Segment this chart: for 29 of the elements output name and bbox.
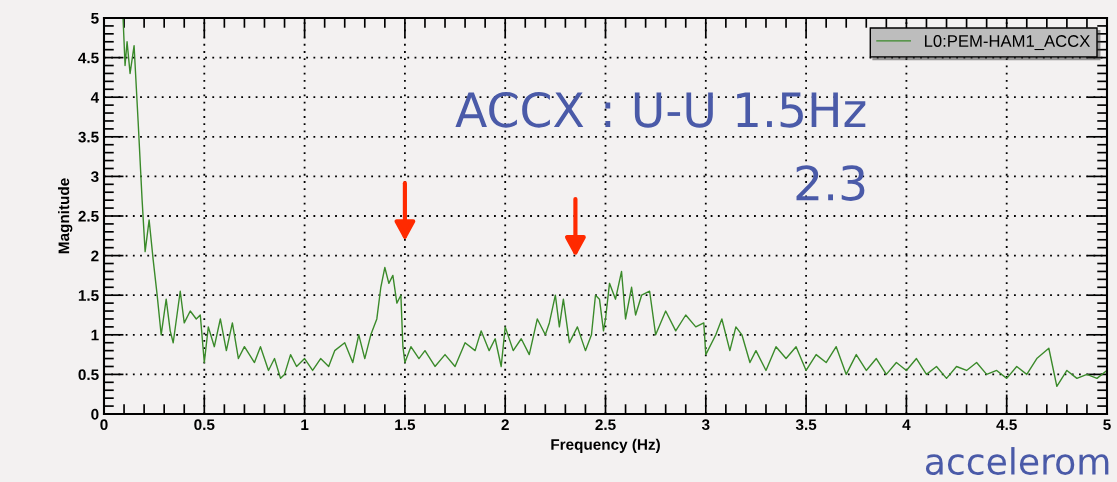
y-tick-label: 3: [90, 171, 99, 183]
y-axis-title: Magnitude: [58, 178, 73, 254]
y-tick-label: 3.5: [78, 131, 99, 143]
x-axis-title: Frequency (Hz): [551, 438, 660, 453]
x-tick-label: 4: [902, 419, 911, 430]
y-tick-label: 2: [91, 250, 99, 262]
y-tick-label: 1.5: [78, 290, 99, 301]
y-tick-label: 2.5: [78, 210, 99, 222]
x-tick-label: 2: [501, 419, 509, 430]
x-tick-label: 0.5: [194, 419, 215, 431]
x-tick-label: 1.5: [395, 419, 416, 431]
x-tick-label: 3: [701, 419, 710, 431]
legend-label: L0:PEM-HAM1_ACCX: [924, 35, 1090, 51]
y-tick-label: 0: [91, 408, 99, 420]
y-tick-label: 4: [90, 92, 100, 103]
x-tick-label: 2.5: [595, 419, 616, 431]
x-tick-label: 3.5: [795, 419, 817, 431]
x-tick-label: 4.5: [996, 419, 1017, 431]
y-tick-label: 1: [91, 329, 99, 341]
annotation: ACCX : U-U 1.5Hz: [455, 91, 866, 128]
y-tick-label: 0.5: [78, 369, 99, 381]
x-tick-label: 5: [1103, 419, 1111, 431]
line-series: [122, 18, 1107, 387]
annotation: 2.3: [796, 165, 865, 201]
x-tick-label: 0: [100, 419, 108, 431]
y-tick-label: 5: [91, 13, 99, 24]
x-tick-label: 1: [301, 419, 309, 430]
text: accelerom: [925, 447, 1109, 475]
y-tick-label: 4.5: [78, 52, 99, 64]
